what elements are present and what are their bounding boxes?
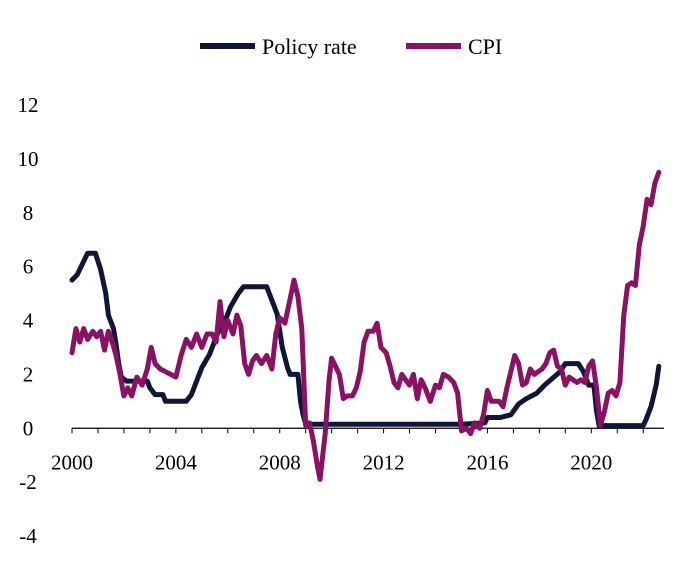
x-tick-label-2008: 2008 (259, 450, 301, 474)
y-tick-label-6: 6 (23, 255, 34, 279)
y-tick-label-8: 8 (23, 201, 34, 225)
y-tick-label-4: 4 (23, 309, 34, 333)
series-lines (69, 169, 662, 482)
x-axis: 2000 2004 2008 2012 2016 2020 (51, 427, 664, 474)
y-axis-tick-labels: -4 -2 0 2 4 6 8 10 12 (18, 93, 39, 548)
x-tick-label-2004: 2004 (155, 450, 198, 474)
legend-label-cpi: CPI (468, 34, 502, 59)
y-tick-label-minus-2: -2 (19, 470, 37, 494)
y-tick-label-0: 0 (23, 416, 34, 440)
y-tick-label-10: 10 (18, 147, 39, 171)
y-tick-label-2: 2 (23, 362, 34, 386)
x-tick-label-2012: 2012 (363, 450, 405, 474)
x-tick-label-2016: 2016 (466, 450, 508, 474)
series-line-cpi (69, 169, 662, 482)
x-tick-label-2000: 2000 (51, 450, 93, 474)
series-line-policy-rate (69, 250, 662, 429)
legend-label-policy-rate: Policy rate (262, 34, 357, 59)
legend: Policy rate CPI (200, 34, 502, 59)
y-tick-label-12: 12 (18, 93, 39, 117)
y-tick-label-minus-4: -4 (19, 524, 37, 548)
x-tick-label-2020: 2020 (570, 450, 612, 474)
